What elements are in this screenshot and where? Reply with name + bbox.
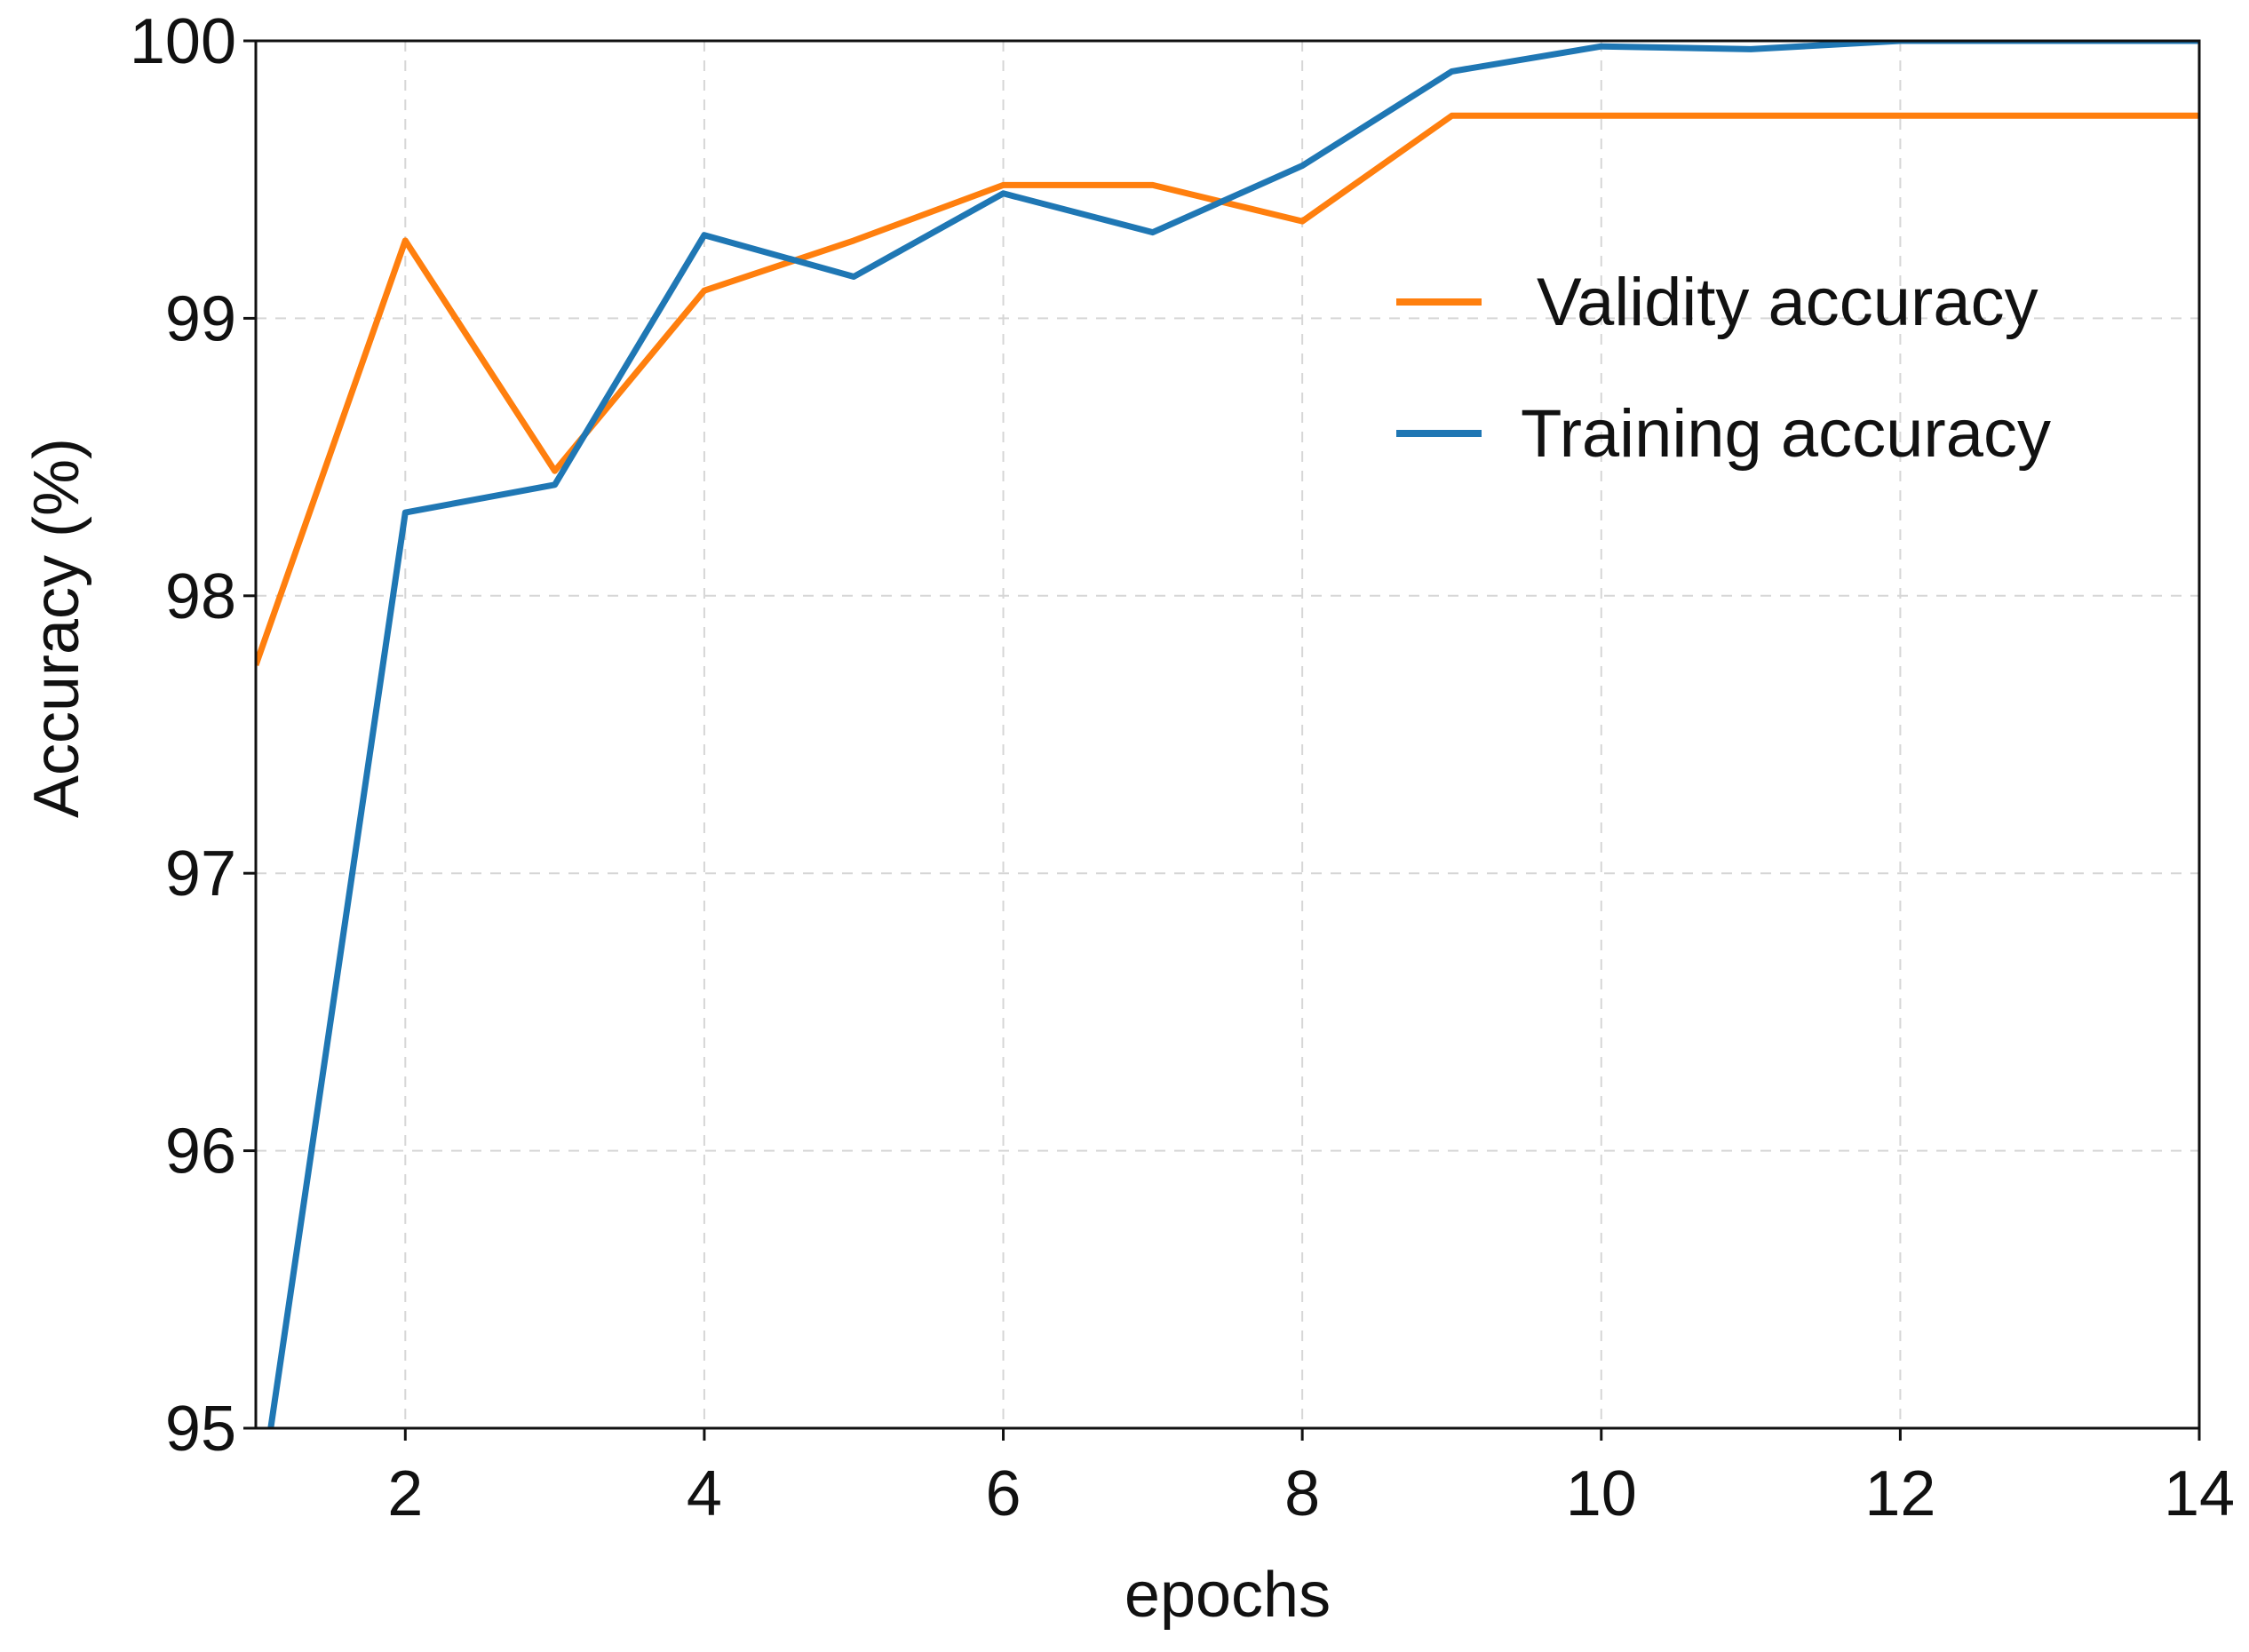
legend: Validity accuracy Training accuracy: [1396, 265, 2051, 472]
y-tick-label: 99: [165, 283, 236, 354]
y-tick-label: 100: [130, 6, 236, 77]
y-axis-title: Accuracy (%): [21, 438, 92, 818]
y-tick-label: 96: [165, 1116, 236, 1187]
x-tick-label: 6: [986, 1458, 1021, 1529]
x-tick-label: 10: [1566, 1458, 1637, 1529]
y-tick-label: 97: [165, 838, 236, 909]
x-axis-ticks: 2 4 6 8 10 12 14: [387, 1428, 2235, 1529]
legend-label: Training accuracy: [1521, 396, 2051, 472]
x-axis-title: epochs: [1124, 1560, 1331, 1631]
y-axis-ticks: 95 96 97 98 99 100: [130, 6, 256, 1465]
y-tick-label: 95: [165, 1394, 236, 1465]
y-tick-label: 98: [165, 561, 236, 632]
series-lines: [256, 41, 2199, 1428]
grid: [256, 41, 2199, 1428]
series-line-training-accuracy: [267, 41, 2199, 1428]
x-tick-label: 2: [387, 1458, 423, 1529]
x-tick-label: 14: [2164, 1458, 2235, 1529]
plot-frame: [254, 39, 2201, 1430]
x-tick-label: 8: [1284, 1458, 1320, 1529]
plot-frame-border: [254, 39, 2201, 1430]
legend-label: Validity accuracy: [1537, 265, 2038, 340]
x-tick-label: 12: [1864, 1458, 1935, 1529]
x-tick-label: 4: [687, 1458, 722, 1529]
